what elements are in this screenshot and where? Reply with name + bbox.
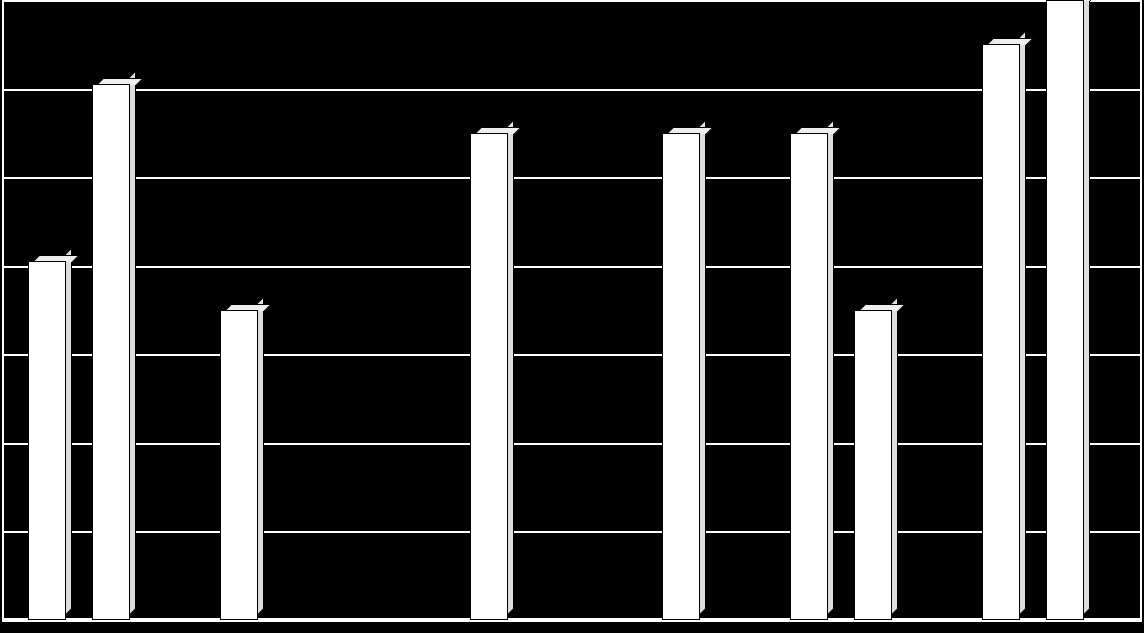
bar-side — [507, 120, 514, 615]
bar-side — [699, 120, 706, 615]
bars-layer — [2, 0, 1142, 620]
bar-side — [1083, 0, 1090, 616]
bar — [92, 84, 130, 620]
bar-side — [1019, 32, 1026, 616]
bar-front — [28, 261, 66, 620]
bar-front — [92, 84, 130, 620]
bar — [470, 133, 508, 620]
bar-front — [470, 133, 508, 620]
bar — [220, 310, 258, 620]
bar-front — [1046, 0, 1084, 620]
bar — [662, 133, 700, 620]
bar-chart — [2, 0, 1142, 620]
gridline — [2, 620, 1142, 622]
bar — [1046, 0, 1084, 620]
bar-front — [662, 133, 700, 620]
bar — [28, 261, 66, 620]
bar-side — [65, 249, 72, 616]
bar-front — [790, 133, 828, 620]
bar — [854, 310, 892, 620]
bar-side — [827, 120, 834, 615]
bar-side — [257, 298, 264, 616]
bar-side — [891, 298, 898, 616]
bar — [790, 133, 828, 620]
bar — [982, 44, 1020, 620]
bar-side — [129, 72, 136, 616]
bar-front — [854, 310, 892, 620]
bar-front — [220, 310, 258, 620]
bar-front — [982, 44, 1020, 620]
